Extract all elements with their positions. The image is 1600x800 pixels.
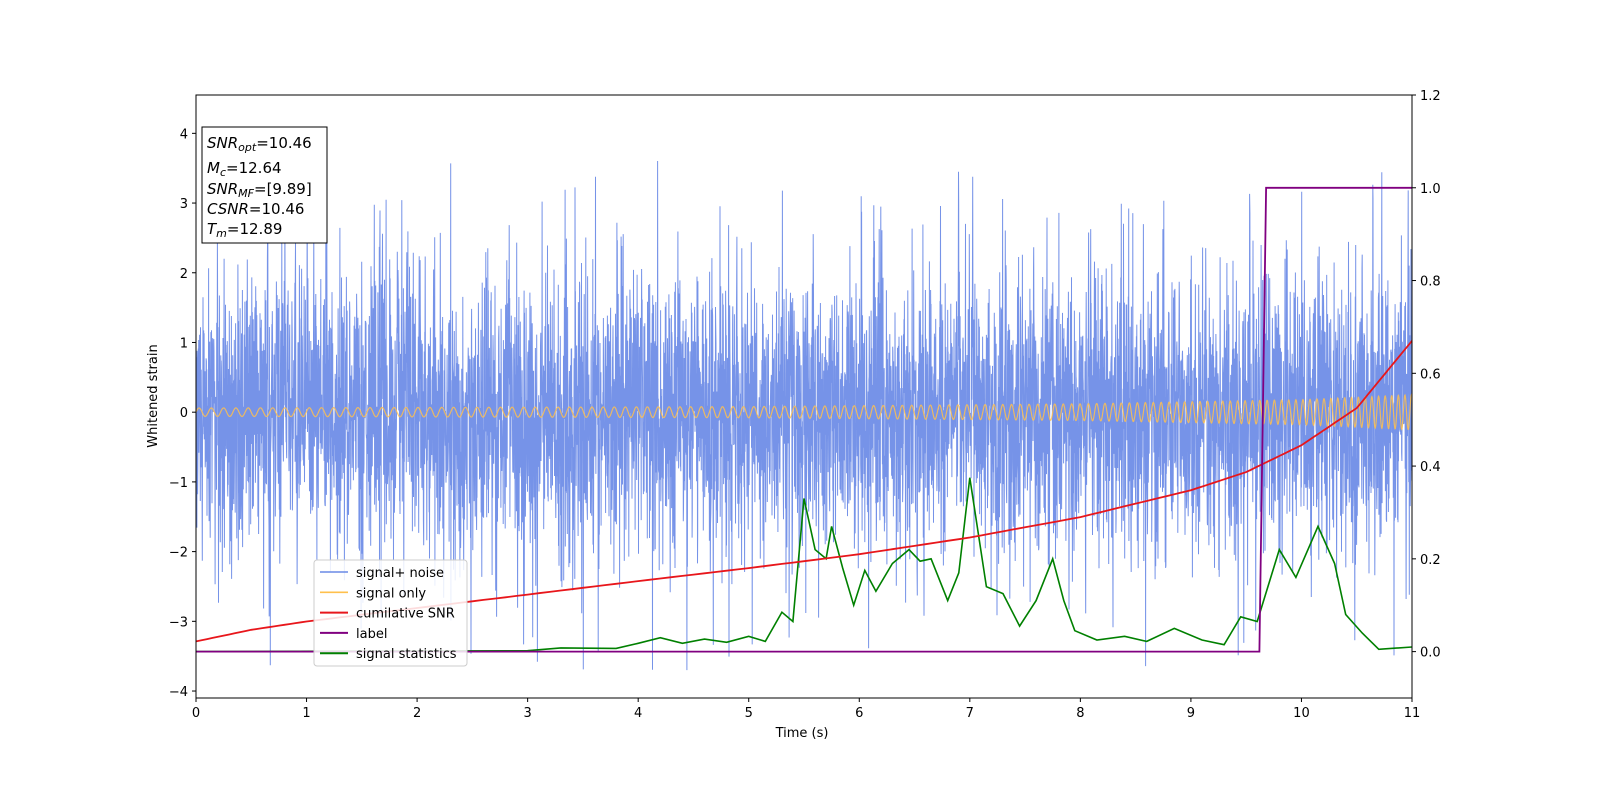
annotation-line: CSNR=10.46 bbox=[207, 200, 304, 218]
x-tick-label: 3 bbox=[523, 706, 531, 721]
x-tick-label: 4 bbox=[634, 706, 642, 721]
annotation-subscript: m bbox=[216, 227, 227, 240]
plot-frame bbox=[195, 94, 1413, 699]
annotation-value: =10.46 bbox=[256, 134, 312, 152]
x-tick-label: 6 bbox=[855, 706, 863, 721]
legend-entry: signal statistics bbox=[356, 647, 457, 662]
y-tick-label-left: −3 bbox=[169, 615, 188, 630]
legend-entry: signal+ noise bbox=[356, 566, 444, 581]
axis-layer: 0 1 2 3 4 5 6 7 8 9 10 11 −4 −3 −2 −1 0 1 2 3 4 0.0 0.2 0.4 0.6 0… bbox=[169, 89, 1441, 721]
annotation-frame bbox=[201, 126, 328, 244]
annotation-symbol: CSNR bbox=[207, 200, 249, 218]
y-tick-label-left: −1 bbox=[169, 476, 188, 491]
y-tick-label-right: 0.2 bbox=[1420, 553, 1441, 568]
annotation-subscript: opt bbox=[238, 141, 257, 154]
legend-entry: cumilative SNR bbox=[356, 607, 455, 622]
legend-frame bbox=[313, 559, 468, 667]
x-tick-label: 11 bbox=[1404, 706, 1421, 721]
x-tick-label: 8 bbox=[1076, 706, 1084, 721]
x-tick-label: 1 bbox=[302, 706, 310, 721]
x-tick-label: 9 bbox=[1187, 706, 1195, 721]
annotation-subscript: c bbox=[220, 166, 226, 179]
series-signal-statistics bbox=[196, 477, 1412, 653]
annotation-value: =[9.89] bbox=[254, 180, 312, 198]
y-tick-label-right: 0.4 bbox=[1420, 460, 1441, 475]
annotation-box: SNRopt=10.46Mc=12.64SNRMF=[9.89]CSNR=10.… bbox=[201, 126, 328, 244]
annotation-value: =10.46 bbox=[249, 200, 305, 218]
y-tick-label-right: 0.0 bbox=[1420, 646, 1441, 661]
y-tick-label-left: 1 bbox=[180, 336, 188, 351]
x-axis-label: Time (s) bbox=[775, 726, 829, 741]
y-tick-label-right: 1.2 bbox=[1420, 89, 1441, 104]
x-tick-label: 0 bbox=[192, 706, 200, 721]
x-tick-label: 7 bbox=[966, 706, 974, 721]
y-tick-label-left: 0 bbox=[180, 406, 188, 421]
y-tick-label-left: 2 bbox=[180, 267, 188, 282]
annotation-value: =12.64 bbox=[226, 159, 282, 177]
annotation-line: SNRMF=[9.89] bbox=[207, 180, 312, 200]
x-tick-label: 10 bbox=[1293, 706, 1310, 721]
legend-entry: signal only bbox=[356, 586, 426, 601]
series-signal-only bbox=[196, 393, 1412, 431]
annotation-symbol: SNR bbox=[207, 134, 238, 152]
y-tick-label-right: 1.0 bbox=[1420, 182, 1441, 197]
x-tick-label: 5 bbox=[745, 706, 753, 721]
y-tick-label-right: 0.6 bbox=[1420, 367, 1441, 382]
series-label bbox=[196, 186, 1412, 653]
y-tick-label-left: −2 bbox=[169, 546, 188, 561]
annotation-symbol: SNR bbox=[207, 180, 238, 198]
annotation-value: =12.89 bbox=[227, 220, 283, 238]
legend: signal+ noise signal only cumilative SNR la… bbox=[313, 559, 468, 667]
annotation-line: SNRopt=10.46 bbox=[207, 134, 312, 154]
annotation-line: Tm=12.89 bbox=[207, 220, 282, 240]
y-axis-label-left: Whitened strain bbox=[146, 344, 161, 447]
annotation-symbol: M bbox=[207, 159, 220, 177]
annotation-line: Mc=12.64 bbox=[207, 159, 282, 179]
annotation-subscript: MF bbox=[238, 187, 254, 200]
y-tick-label-left: 3 bbox=[180, 197, 188, 212]
y-tick-label-left: −4 bbox=[169, 685, 188, 700]
y-tick-label-right: 0.8 bbox=[1420, 275, 1441, 290]
series-signal-noise bbox=[196, 155, 1412, 671]
x-tick-label: 2 bbox=[413, 706, 421, 721]
legend-entry: label bbox=[356, 627, 387, 642]
y-tick-label-left: 4 bbox=[180, 127, 188, 142]
annotation-symbol: T bbox=[207, 220, 218, 238]
